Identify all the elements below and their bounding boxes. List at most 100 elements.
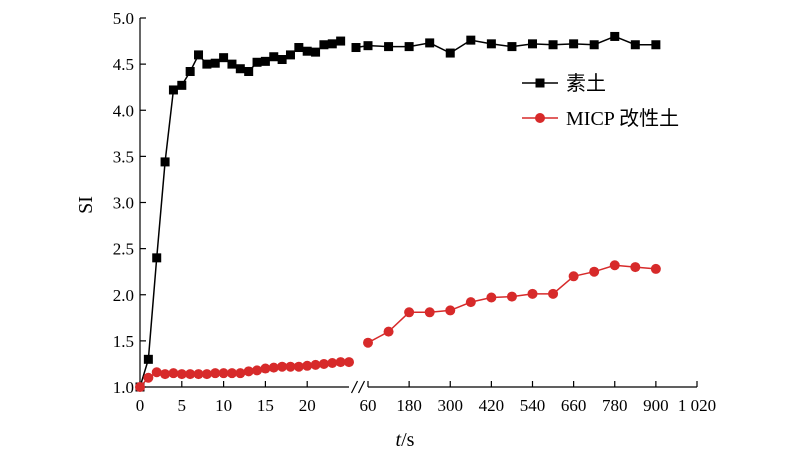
data-point: [177, 80, 187, 90]
x-axis-title-variable: t: [396, 429, 402, 451]
data-point: [344, 357, 354, 368]
y-tick-label: 3.5: [113, 147, 134, 166]
data-point: [310, 359, 321, 370]
data-point: [650, 263, 661, 274]
y-tick-label: 4.0: [113, 101, 134, 120]
data-point: [363, 337, 373, 348]
series-2: [135, 260, 661, 392]
data-point: [244, 67, 254, 77]
data-point: [285, 361, 296, 372]
data-point: [160, 369, 171, 380]
data-point: [210, 368, 221, 379]
x-tick-label: 420: [479, 396, 505, 415]
data-point: [630, 40, 640, 50]
data-point: [143, 372, 154, 383]
data-point: [383, 326, 394, 337]
x-tick-label: 780: [602, 396, 628, 415]
data-point: [168, 368, 179, 379]
legend-label: MICP 改性土: [566, 107, 679, 130]
data-point: [293, 361, 304, 372]
data-point: [285, 50, 295, 60]
series-1: [135, 31, 661, 392]
legend-item: MICP 改性土: [522, 107, 679, 130]
x-tick-label: 300: [438, 396, 464, 415]
data-point: [651, 40, 661, 50]
data-point: [486, 292, 497, 303]
data-point: [548, 288, 559, 299]
x-tick-label: 660: [561, 396, 587, 415]
data-point: [424, 307, 435, 318]
x-axis-title-unit: /s: [401, 429, 415, 451]
data-point: [589, 266, 600, 277]
series-line: [355, 35, 656, 54]
data-point: [135, 382, 145, 392]
y-tick-label: 3.0: [113, 194, 134, 213]
data-point: [260, 56, 270, 66]
axis-break-mark: [350, 380, 359, 394]
y-tick-label: 5.0: [113, 9, 134, 28]
data-point: [507, 42, 517, 52]
x-tick-label: 1 020: [678, 396, 716, 415]
data-point: [465, 297, 476, 308]
legend-marker: [535, 113, 545, 123]
axes: [139, 18, 697, 394]
data-point: [311, 47, 321, 57]
data-point: [152, 253, 162, 263]
data-point: [269, 52, 279, 62]
data-point: [318, 358, 329, 369]
data-point: [569, 39, 579, 49]
ticks: 1.0 1.5 2.0 2.5 3.0 3.5 4.0 4.5 5.0 0 5 10 15 20 60 180…: [113, 9, 716, 415]
legend: 素土 MICP 改性土: [522, 72, 679, 130]
series-line: [367, 264, 656, 344]
data-point: [252, 57, 262, 67]
legend-item: 素土: [522, 72, 606, 95]
data-point: [630, 262, 641, 273]
data-point: [486, 39, 496, 49]
data-point: [327, 358, 338, 369]
data-point: [160, 157, 170, 167]
y-tick-label: 1.0: [113, 378, 134, 397]
data-point: [185, 67, 195, 77]
data-point: [404, 42, 414, 52]
data-point: [384, 42, 394, 52]
data-point: [466, 35, 476, 45]
y-tick-label: 1.5: [113, 332, 134, 351]
data-point: [335, 357, 346, 368]
data-point: [235, 368, 246, 379]
data-point: [243, 366, 254, 377]
x-tick-label: 180: [396, 396, 422, 415]
x-tick-label: 20: [299, 396, 316, 415]
data-point: [151, 367, 162, 378]
data-point: [260, 363, 271, 374]
data-point: [445, 305, 456, 316]
data-point: [268, 362, 279, 373]
data-point: [210, 58, 220, 68]
data-point: [194, 50, 204, 60]
data-point: [363, 41, 373, 51]
data-point: [568, 271, 579, 282]
data-point: [404, 307, 415, 318]
data-point: [226, 368, 237, 379]
legend-label: 素土: [566, 72, 606, 95]
y-tick-label: 2.5: [113, 240, 134, 259]
x-axis-title: t/s: [396, 429, 415, 451]
data-point: [219, 53, 229, 63]
data-point: [302, 360, 313, 371]
data-point: [506, 291, 517, 302]
x-tick-label: 10: [215, 396, 232, 415]
x-tick-label: 0: [136, 396, 145, 415]
data-point: [168, 85, 178, 95]
data-point: [176, 369, 187, 380]
data-point: [235, 64, 245, 74]
data-point: [425, 38, 435, 48]
data-point: [143, 354, 153, 364]
legend-marker: [535, 78, 545, 88]
series-layer: [135, 31, 661, 392]
data-point: [294, 43, 304, 53]
y-tick-label: 2.0: [113, 286, 134, 305]
data-point: [445, 48, 455, 58]
x-tick-label: 900: [643, 396, 669, 415]
x-tick-label: 15: [257, 396, 274, 415]
x-tick-label: 540: [520, 396, 546, 415]
